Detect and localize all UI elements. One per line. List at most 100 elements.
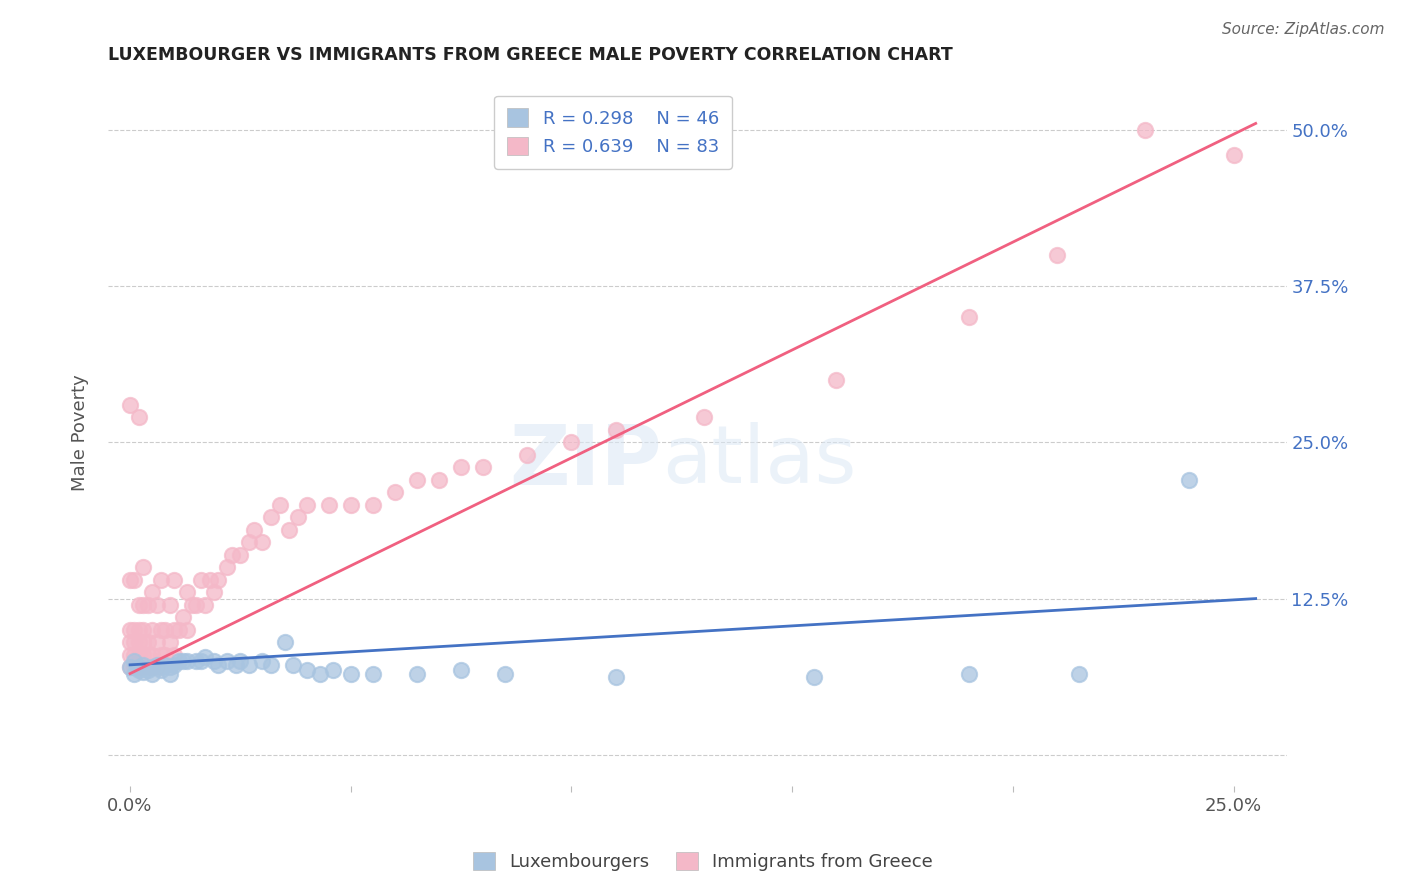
Point	[136, 598, 159, 612]
Point	[260, 657, 283, 672]
Point	[128, 660, 150, 674]
Point	[155, 648, 177, 662]
Point	[238, 535, 260, 549]
Point	[136, 648, 159, 662]
Point	[145, 635, 167, 649]
Point	[124, 666, 146, 681]
Point	[128, 635, 150, 649]
Point	[283, 657, 305, 672]
Point	[132, 660, 155, 674]
Point	[450, 460, 472, 475]
Point	[132, 657, 155, 672]
Point	[406, 666, 429, 681]
Point	[124, 635, 146, 649]
Point	[145, 598, 167, 612]
Point	[957, 666, 980, 681]
Point	[163, 623, 186, 637]
Point	[516, 448, 538, 462]
Point	[163, 648, 186, 662]
Point	[605, 670, 627, 684]
Point	[176, 623, 198, 637]
Point	[450, 663, 472, 677]
Point	[159, 598, 181, 612]
Point	[180, 598, 202, 612]
Point	[605, 423, 627, 437]
Point	[141, 660, 163, 674]
Point	[155, 623, 177, 637]
Point	[167, 623, 190, 637]
Point	[132, 598, 155, 612]
Point	[242, 523, 264, 537]
Point	[132, 665, 155, 680]
Point	[132, 623, 155, 637]
Point	[163, 573, 186, 587]
Point	[172, 654, 194, 668]
Point	[287, 510, 309, 524]
Point	[128, 598, 150, 612]
Point	[186, 654, 208, 668]
Point	[163, 657, 186, 672]
Point	[128, 663, 150, 677]
Point	[361, 666, 384, 681]
Point	[229, 654, 252, 668]
Y-axis label: Male Poverty: Male Poverty	[72, 375, 89, 491]
Point	[120, 660, 142, 674]
Point	[149, 648, 172, 662]
Point	[159, 660, 181, 674]
Point	[339, 666, 361, 681]
Point	[229, 548, 252, 562]
Point	[198, 573, 221, 587]
Point	[217, 654, 239, 668]
Point	[194, 650, 217, 665]
Point	[1178, 473, 1201, 487]
Point	[149, 663, 172, 677]
Point	[260, 510, 283, 524]
Point	[136, 663, 159, 677]
Point	[141, 585, 163, 599]
Point	[120, 635, 142, 649]
Point	[269, 498, 291, 512]
Point	[128, 648, 150, 662]
Point	[167, 654, 190, 668]
Legend: Luxembourgers, Immigrants from Greece: Luxembourgers, Immigrants from Greece	[465, 846, 941, 879]
Point	[207, 657, 229, 672]
Point	[124, 573, 146, 587]
Point	[238, 657, 260, 672]
Point	[693, 410, 716, 425]
Point	[172, 610, 194, 624]
Point	[221, 548, 243, 562]
Point	[149, 623, 172, 637]
Point	[273, 635, 295, 649]
Point	[361, 498, 384, 512]
Point	[202, 654, 225, 668]
Point	[339, 498, 361, 512]
Point	[141, 623, 163, 637]
Point	[136, 660, 159, 674]
Point	[120, 573, 142, 587]
Point	[494, 666, 516, 681]
Point	[159, 666, 181, 681]
Point	[427, 473, 450, 487]
Point	[278, 523, 301, 537]
Point	[384, 485, 406, 500]
Point	[128, 660, 150, 674]
Point	[1222, 147, 1244, 161]
Point	[1069, 666, 1091, 681]
Point	[159, 635, 181, 649]
Point	[225, 657, 247, 672]
Point	[1046, 248, 1069, 262]
Point	[957, 310, 980, 325]
Point	[132, 560, 155, 574]
Point	[194, 598, 217, 612]
Point	[252, 654, 274, 668]
Point	[190, 573, 212, 587]
Text: LUXEMBOURGER VS IMMIGRANTS FROM GREECE MALE POVERTY CORRELATION CHART: LUXEMBOURGER VS IMMIGRANTS FROM GREECE M…	[108, 46, 953, 64]
Point	[1135, 122, 1157, 136]
Point	[120, 648, 142, 662]
Point	[132, 635, 155, 649]
Point	[309, 666, 332, 681]
Point	[190, 654, 212, 668]
Point	[124, 660, 146, 674]
Point	[141, 648, 163, 662]
Point	[145, 660, 167, 674]
